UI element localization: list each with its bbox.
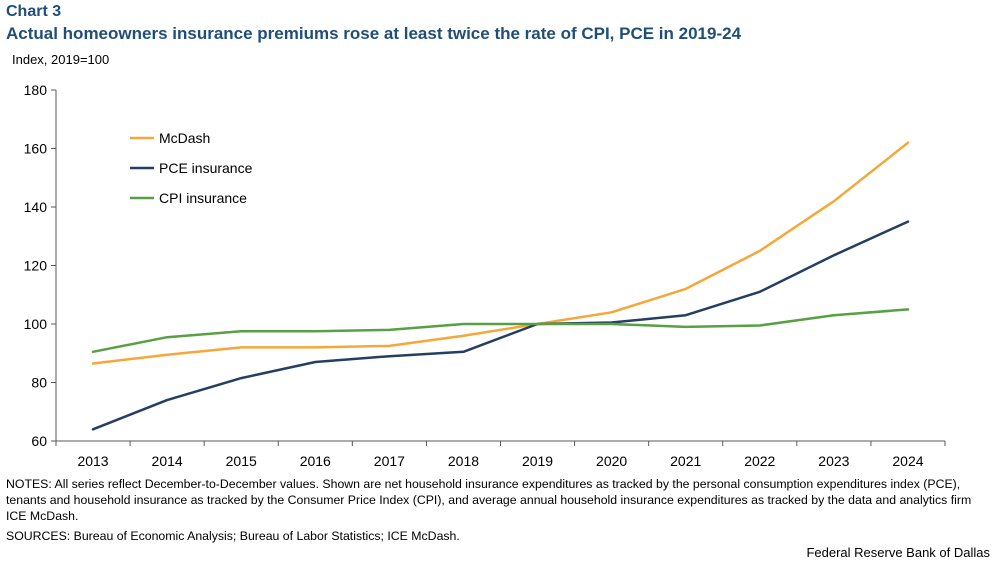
y-tick-label: 160 — [24, 141, 48, 157]
y-tick-label: 60 — [31, 433, 47, 449]
x-tick-label: 2016 — [300, 453, 331, 469]
series-line-cpi-insurance — [91, 308, 910, 354]
x-tick-label: 2015 — [226, 453, 257, 469]
line-chart: 60 80 100 120 140 160 180 2013 2014 2015 2016 2017 2… — [24, 82, 946, 469]
x-tick-label: 2018 — [448, 453, 479, 469]
y-axis-unit-label: Index, 2019=100 — [12, 52, 110, 67]
x-tick-label: 2013 — [77, 453, 108, 469]
chart-axes: 60 80 100 120 140 160 180 2013 2014 2015 2016 2017 2… — [24, 82, 946, 469]
legend-label-mcdash: McDash — [159, 130, 210, 146]
y-tick-label: 120 — [24, 258, 48, 274]
x-tick-label: 2017 — [374, 453, 405, 469]
series-line-pce-insurance — [91, 220, 910, 431]
publisher-credit: Federal Reserve Bank of Dallas — [806, 545, 990, 560]
chart-label: Chart 3 — [6, 3, 62, 20]
x-tick-label: 2022 — [744, 453, 775, 469]
chart-series — [91, 141, 910, 431]
chart-sources: SOURCES: Bureau of Economic Analysis; Bu… — [6, 529, 460, 543]
chart-legend: McDash PCE insurance CPI insurance — [130, 130, 253, 206]
x-tick-label: 2014 — [152, 453, 183, 469]
x-tick-label: 2019 — [522, 453, 553, 469]
y-tick-label: 180 — [24, 82, 48, 98]
x-tick-label: 2021 — [670, 453, 701, 469]
y-tick-label: 140 — [24, 199, 48, 215]
x-tick-label: 2020 — [596, 453, 627, 469]
legend-label-cpi-insurance: CPI insurance — [159, 190, 247, 206]
x-tick-label: 2023 — [818, 453, 849, 469]
series-line-mcdash — [91, 141, 910, 365]
y-tick-label: 100 — [24, 316, 48, 332]
chart-title: Actual homeowners insurance premiums ros… — [6, 24, 742, 43]
legend-label-pce-insurance: PCE insurance — [159, 160, 253, 176]
x-tick-label: 2024 — [892, 453, 923, 469]
y-tick-label: 80 — [31, 375, 47, 391]
chart-notes: NOTES: All series reflect December-to-De… — [6, 477, 972, 523]
